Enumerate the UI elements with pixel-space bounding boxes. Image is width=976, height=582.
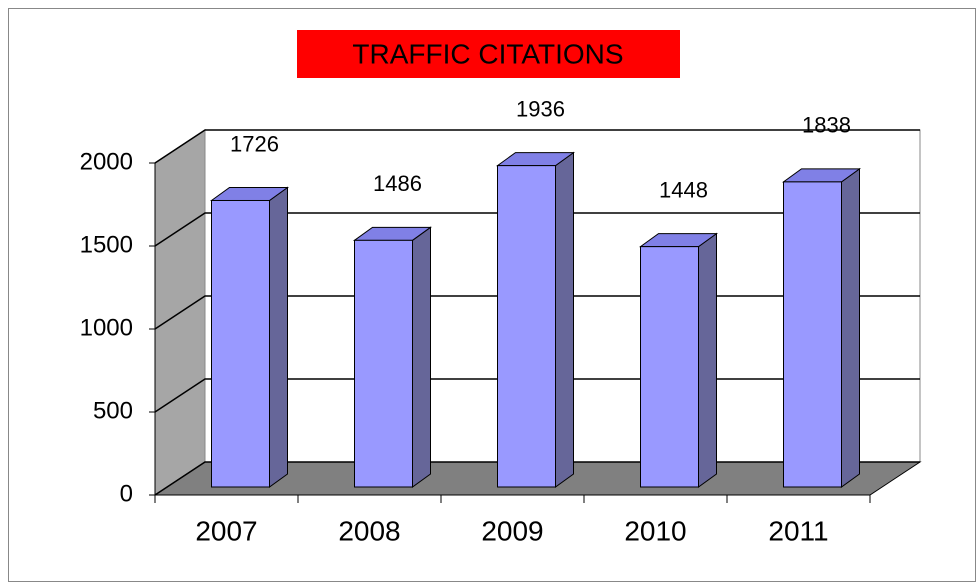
chart-title: TRAFFIC CITATIONS [352,38,623,69]
bar [354,239,413,488]
bar-side [555,151,574,488]
x-tick-label: 2008 [338,515,400,546]
bar [497,165,556,488]
bar-side [269,186,288,488]
y-tick-label: 2000 [80,148,133,175]
data-label: 1838 [802,113,851,138]
x-tick-label: 2009 [481,515,543,546]
y-tick-label: 1000 [80,314,133,341]
bar [640,246,699,488]
grid-line [154,129,920,164]
data-label: 1448 [659,177,708,202]
x-tick-label: 2007 [195,515,257,546]
data-label: 1486 [373,171,422,196]
bar-side [841,167,860,488]
bar-side [412,226,431,488]
bar [211,199,270,488]
y-tick-label: 0 [120,480,133,507]
bar [783,181,842,488]
y-tick-label: 500 [93,397,133,424]
title-box [297,30,680,78]
data-label: 1726 [230,131,279,156]
y-tick-label: 1500 [80,231,133,258]
bar-side [698,232,717,488]
grid-line [154,212,920,247]
x-tick-label: 2010 [624,515,686,546]
x-tick-label: 2011 [768,515,828,546]
data-label: 1936 [516,96,565,121]
